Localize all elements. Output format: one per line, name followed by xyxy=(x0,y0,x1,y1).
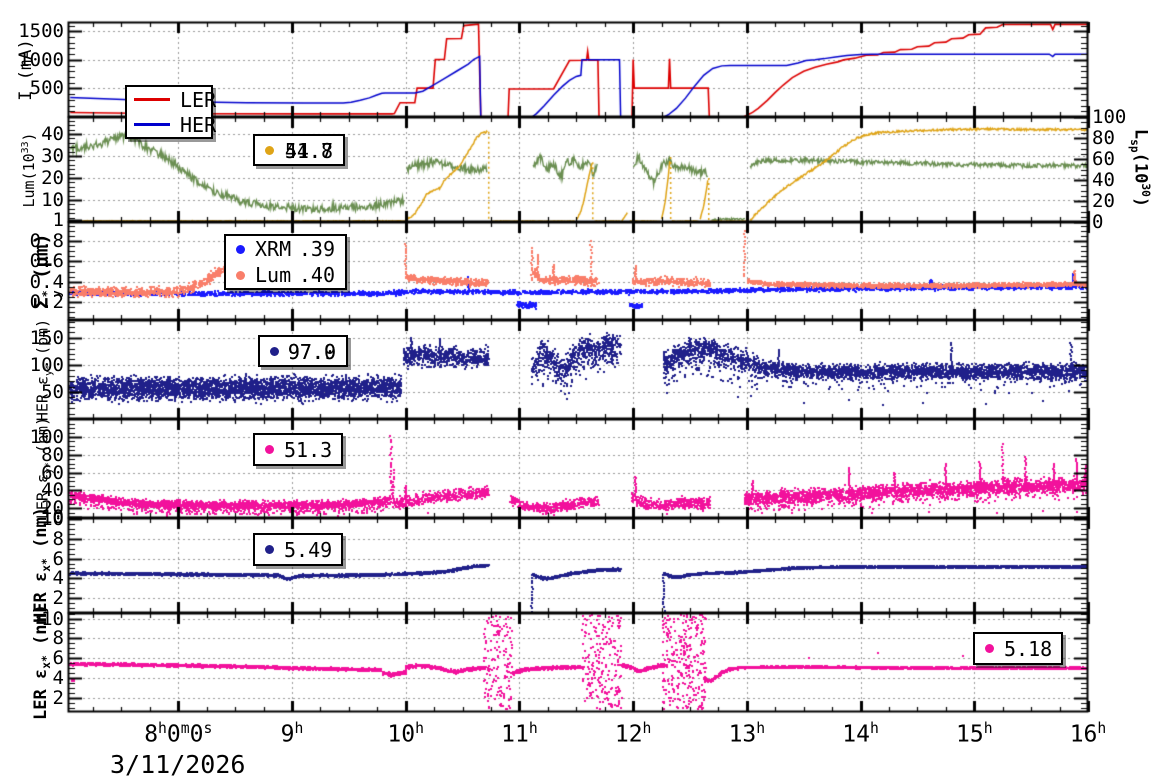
legend-value: 54.7 xyxy=(284,139,333,163)
y-tick-label: 30 xyxy=(41,144,64,167)
legend-item: Lum .40 xyxy=(226,262,345,288)
y-tick-label: 1 xyxy=(52,208,64,231)
y-tick-label-right: 40 xyxy=(1092,169,1115,191)
y-axis-label-ler-ey: LER εy* (pm) xyxy=(33,416,55,520)
y-tick-label: 500 xyxy=(29,77,64,100)
legend-line-swatch xyxy=(134,98,170,101)
y-tick-label: 100 xyxy=(29,425,64,448)
legend-panel-1: LER HER xyxy=(125,85,216,139)
legend-panel-3: XRM .39 Lum .40 xyxy=(224,234,347,290)
y-tick-label: 150 xyxy=(29,326,64,349)
y-tick-label: 100 xyxy=(29,353,64,376)
legend-panel-4: 97.0 97.9 xyxy=(258,335,348,367)
y-tick-label: 8 xyxy=(52,627,64,650)
legend-dot-icon xyxy=(265,145,274,155)
y-axis-label-luminosity: Lum(1033) xyxy=(20,132,38,208)
y-tick-label: 4 xyxy=(52,666,64,689)
y-tick-label: 8 xyxy=(52,527,64,550)
y-tick-label: 4 xyxy=(52,567,64,590)
legend-series-name: XRM xyxy=(255,237,292,261)
legend-dot-icon xyxy=(236,270,245,280)
y-tick-label: 6 xyxy=(52,547,64,570)
y-axis-label-her-ey: HER εy* (pm) xyxy=(33,318,55,422)
y-tick-label-right: 100 xyxy=(1092,106,1127,128)
y-axis-label-ler-ex: LER εx* (nm) xyxy=(30,604,54,720)
legend-panel-7: 5.18 xyxy=(973,632,1063,665)
legend-item: XRM .39 xyxy=(226,236,345,262)
y-tick-label: 60 xyxy=(41,461,64,484)
y-tick-label: 80 xyxy=(41,443,64,466)
y-tick-label: 10 xyxy=(41,506,64,529)
y-tick-label: 2 xyxy=(52,587,64,610)
legend-series-name: Lum xyxy=(255,263,292,287)
x-tick-label-13h: 13h xyxy=(728,720,766,748)
legend-panel-5: 51.3 xyxy=(253,433,343,466)
x-tick-label-8h: 8h0m0s xyxy=(144,720,213,748)
legend-item: 97.0 97.9 xyxy=(260,337,346,365)
y-tick-label: 0.4 xyxy=(29,270,64,293)
y-tick-label-right: 0 xyxy=(1092,211,1104,233)
y-tick-label-right: 80 xyxy=(1092,127,1115,149)
legend-panel-6: 5.49 xyxy=(253,533,343,566)
legend-value: 97.9 xyxy=(287,340,336,364)
y-tick-label: 20 xyxy=(41,166,64,189)
y-tick-label: 10 xyxy=(41,188,64,211)
legend-value: 5.18 xyxy=(1004,636,1053,661)
legend-dot-icon xyxy=(236,244,245,254)
legend-item: HER xyxy=(127,112,216,137)
x-tick-label-11h: 11h xyxy=(501,720,538,748)
y-axis-label-beam-current: I (mA) xyxy=(16,39,36,101)
y-tick-label: 40 xyxy=(41,122,64,145)
y-tick-label-right: 20 xyxy=(1092,190,1115,212)
legend-value-overlap: 54.7 41.8 xyxy=(284,139,336,163)
legend-value: 5.49 xyxy=(284,537,333,562)
x-tick-label-15h: 15h xyxy=(955,720,993,748)
y-tick-label: 20 xyxy=(41,497,64,520)
y-tick-label: 10 xyxy=(41,607,64,630)
y-tick-label: 0.2 xyxy=(29,290,64,313)
y-tick-label: 40 xyxy=(41,479,64,502)
legend-value: 97.0 xyxy=(287,340,336,364)
legend-panel-2: 54.7 41.8 xyxy=(253,134,345,166)
x-tick-label-10h: 10h xyxy=(387,720,424,748)
legend-dot-icon xyxy=(270,346,279,356)
y-axis-label-right-luminosity: Lsp(1030) xyxy=(1127,128,1153,208)
legend-value: 41.8 xyxy=(284,139,333,163)
x-tick-label-9h: 9h xyxy=(280,720,304,748)
legend-dot-icon xyxy=(265,445,274,454)
x-tick-label-14h: 14h xyxy=(842,720,879,748)
y-tick-label: 6 xyxy=(52,647,64,670)
y-tick-label: 10 xyxy=(41,507,64,530)
y-tick-label: 1000 xyxy=(18,48,64,71)
y-tick-label: 0.8 xyxy=(29,230,64,253)
legend-item: 51.3 xyxy=(255,435,341,464)
legend-series-name: LER xyxy=(180,87,217,112)
y-axis-label-sigma-y: Σ * y (μm) xyxy=(30,233,63,309)
x-tick-label-16h: 16h xyxy=(1069,720,1107,748)
legend-value: .40 xyxy=(298,263,335,287)
date-label: 3/11/2026 xyxy=(110,750,246,779)
legend-dot-icon xyxy=(265,545,274,554)
legend-item: 54.7 41.8 xyxy=(255,136,343,164)
legend-dot-icon xyxy=(985,644,994,653)
x-tick-label-12h: 12h xyxy=(614,720,652,748)
legend-value: 51.3 xyxy=(284,437,333,462)
y-tick-label: 50 xyxy=(41,380,64,403)
legend-value: .39 xyxy=(298,237,335,261)
legend-series-name: HER xyxy=(180,112,217,137)
legend-value-overlap: 97.0 97.9 xyxy=(287,340,339,364)
legend-item: 5.49 xyxy=(255,535,341,564)
y-tick-label: 1500 xyxy=(18,20,64,43)
y-tick-label: 0.6 xyxy=(29,250,64,273)
y-tick-label-right: 60 xyxy=(1092,148,1115,170)
legend-line-swatch xyxy=(134,123,170,126)
legend-item: LER xyxy=(127,87,216,112)
y-tick-label: 2 xyxy=(52,686,64,709)
legend-item: 5.18 xyxy=(975,634,1061,663)
